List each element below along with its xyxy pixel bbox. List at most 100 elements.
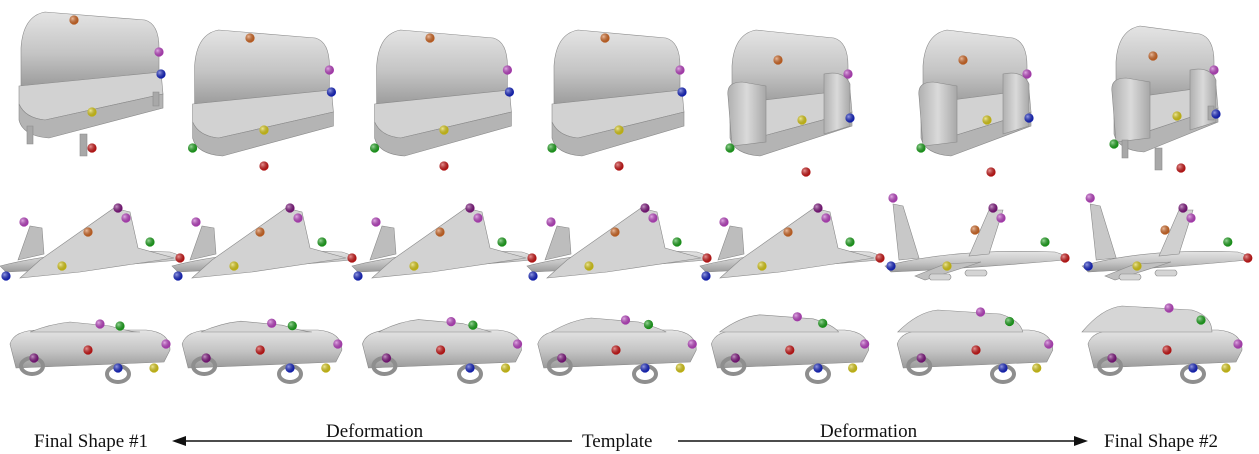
plane-kp-green-4 bbox=[845, 237, 855, 247]
car-kp-red-2 bbox=[436, 345, 446, 355]
keypoint-shade bbox=[145, 237, 155, 247]
keypoint-shade bbox=[1196, 315, 1206, 325]
keypoint-shade bbox=[370, 143, 380, 153]
keypoint-shade bbox=[757, 261, 767, 271]
keypoint-shade bbox=[326, 87, 336, 97]
keypoint-shade bbox=[1032, 363, 1042, 373]
keypoint-shade bbox=[843, 69, 853, 79]
keypoint-shade bbox=[547, 143, 557, 153]
car-kp-purple-3 bbox=[557, 353, 567, 363]
final-shape-1-label: Final Shape #1 bbox=[34, 431, 148, 452]
plane-kp-blue-3 bbox=[528, 271, 538, 281]
car-kp-red-5 bbox=[971, 345, 981, 355]
keypoint-shade bbox=[600, 33, 610, 43]
keypoint-shade bbox=[988, 203, 998, 213]
keypoint-shade bbox=[154, 47, 164, 57]
keypoint-shade bbox=[875, 253, 885, 263]
car-kp-yellow-5 bbox=[1032, 363, 1042, 373]
keypoint-shade bbox=[95, 319, 105, 329]
sofa-kp-green-1 bbox=[188, 143, 198, 153]
keypoint-shade bbox=[465, 203, 475, 213]
car-kp-purple-0 bbox=[29, 353, 39, 363]
car-cabin-1 bbox=[200, 320, 312, 333]
keypoint-shade bbox=[173, 271, 183, 281]
keypoint-shade bbox=[1176, 163, 1186, 173]
sofa-kp-green-3 bbox=[547, 143, 557, 153]
sofa-kp-yellow-1 bbox=[259, 125, 269, 135]
keypoint-shade bbox=[115, 321, 125, 331]
plane-kp-magenta-4 bbox=[719, 217, 729, 227]
plane-kp-yellow-3 bbox=[584, 261, 594, 271]
car-kp-magenta-4 bbox=[792, 312, 802, 322]
plane-kp-green-0 bbox=[145, 237, 155, 247]
plane-kp-green-5 bbox=[1040, 237, 1050, 247]
keypoint-shade bbox=[113, 203, 123, 213]
car-kp-yellow-6 bbox=[1221, 363, 1231, 373]
plane-tail-3 bbox=[544, 225, 572, 261]
keypoint-shade bbox=[620, 315, 631, 325]
keypoint-shade bbox=[986, 167, 996, 177]
keypoint-shade bbox=[83, 345, 93, 355]
keypoint-shade bbox=[1211, 109, 1221, 119]
keypoint-shade bbox=[473, 213, 483, 223]
keypoint-shade bbox=[502, 65, 512, 75]
keypoint-shade bbox=[792, 312, 802, 322]
keypoint-shade bbox=[557, 353, 567, 363]
plane-kp-magenta-1 bbox=[191, 217, 201, 227]
plane-kp-magenta2-5 bbox=[996, 213, 1006, 223]
sofa-kp-magenta-1 bbox=[324, 65, 334, 75]
car-kp-yellow-2 bbox=[500, 363, 511, 373]
car-cabin-6 bbox=[1081, 305, 1213, 333]
keypoint-shade bbox=[436, 345, 446, 355]
keypoint-shade bbox=[324, 65, 334, 75]
plane-kp-blue-6 bbox=[1083, 261, 1093, 271]
car-kp-blue-5 bbox=[998, 363, 1008, 373]
sofa-kp-orange-3 bbox=[600, 33, 610, 43]
sofa-leg-0 bbox=[26, 125, 34, 145]
sofa-kp-orange-1 bbox=[245, 33, 255, 43]
keypoint-shade bbox=[1172, 111, 1182, 121]
car-kp-yellow-1 bbox=[321, 363, 331, 373]
keypoint-shade bbox=[818, 318, 828, 328]
sofa-left-arm-4 bbox=[727, 81, 767, 147]
plane-tail-2 bbox=[369, 225, 397, 261]
plane-kp-magenta-0 bbox=[19, 217, 29, 227]
plane-kp-orange-2 bbox=[435, 227, 445, 237]
keypoint-shade bbox=[1209, 65, 1219, 75]
plane-kp-magenta2-0 bbox=[121, 213, 131, 223]
keypoint-shade bbox=[1164, 303, 1174, 313]
keypoint-shade bbox=[675, 363, 685, 373]
sofa-leg-0 bbox=[79, 133, 88, 157]
keypoint-shade bbox=[546, 217, 556, 227]
plane-kp-purple-1 bbox=[285, 203, 295, 213]
car-cabin-3 bbox=[550, 317, 667, 333]
keypoint-shade bbox=[333, 339, 343, 349]
car-kp-blue-0 bbox=[113, 363, 123, 373]
keypoint-shade bbox=[512, 339, 523, 349]
plane-kp-blue-0 bbox=[1, 271, 11, 281]
plane-kp-orange-1 bbox=[255, 227, 265, 237]
plane-kp-purple-2 bbox=[465, 203, 475, 213]
plane-kp-blue-4 bbox=[701, 271, 711, 281]
plane-engine-6 bbox=[1118, 273, 1142, 281]
plane-tail-5 bbox=[892, 203, 920, 261]
sofa-kp-red-3 bbox=[614, 161, 624, 171]
sofa-kp-yellow-0 bbox=[87, 107, 97, 117]
keypoint-shade bbox=[19, 217, 29, 227]
sofa-right-arm-6 bbox=[1189, 68, 1217, 131]
sofa-right-arm-5 bbox=[1002, 72, 1030, 135]
keypoint-shade bbox=[439, 125, 449, 135]
keypoint-shade bbox=[500, 363, 511, 373]
sofa-leg-6 bbox=[1154, 147, 1163, 171]
keypoint-shade bbox=[285, 363, 295, 373]
plane-kp-red-4 bbox=[875, 253, 885, 263]
plane-kp-red-0 bbox=[175, 253, 185, 263]
keypoint-shade bbox=[321, 363, 331, 373]
plane-kp-magenta-6 bbox=[1085, 193, 1095, 203]
plane-kp-purple-6 bbox=[1178, 203, 1188, 213]
sofa-kp-green-4 bbox=[725, 143, 735, 153]
car-kp-magenta2-3 bbox=[687, 339, 697, 349]
sofa-kp-green-2 bbox=[370, 143, 380, 153]
sofa-kp-orange-5 bbox=[958, 55, 968, 65]
keypoint-shade bbox=[982, 115, 992, 125]
